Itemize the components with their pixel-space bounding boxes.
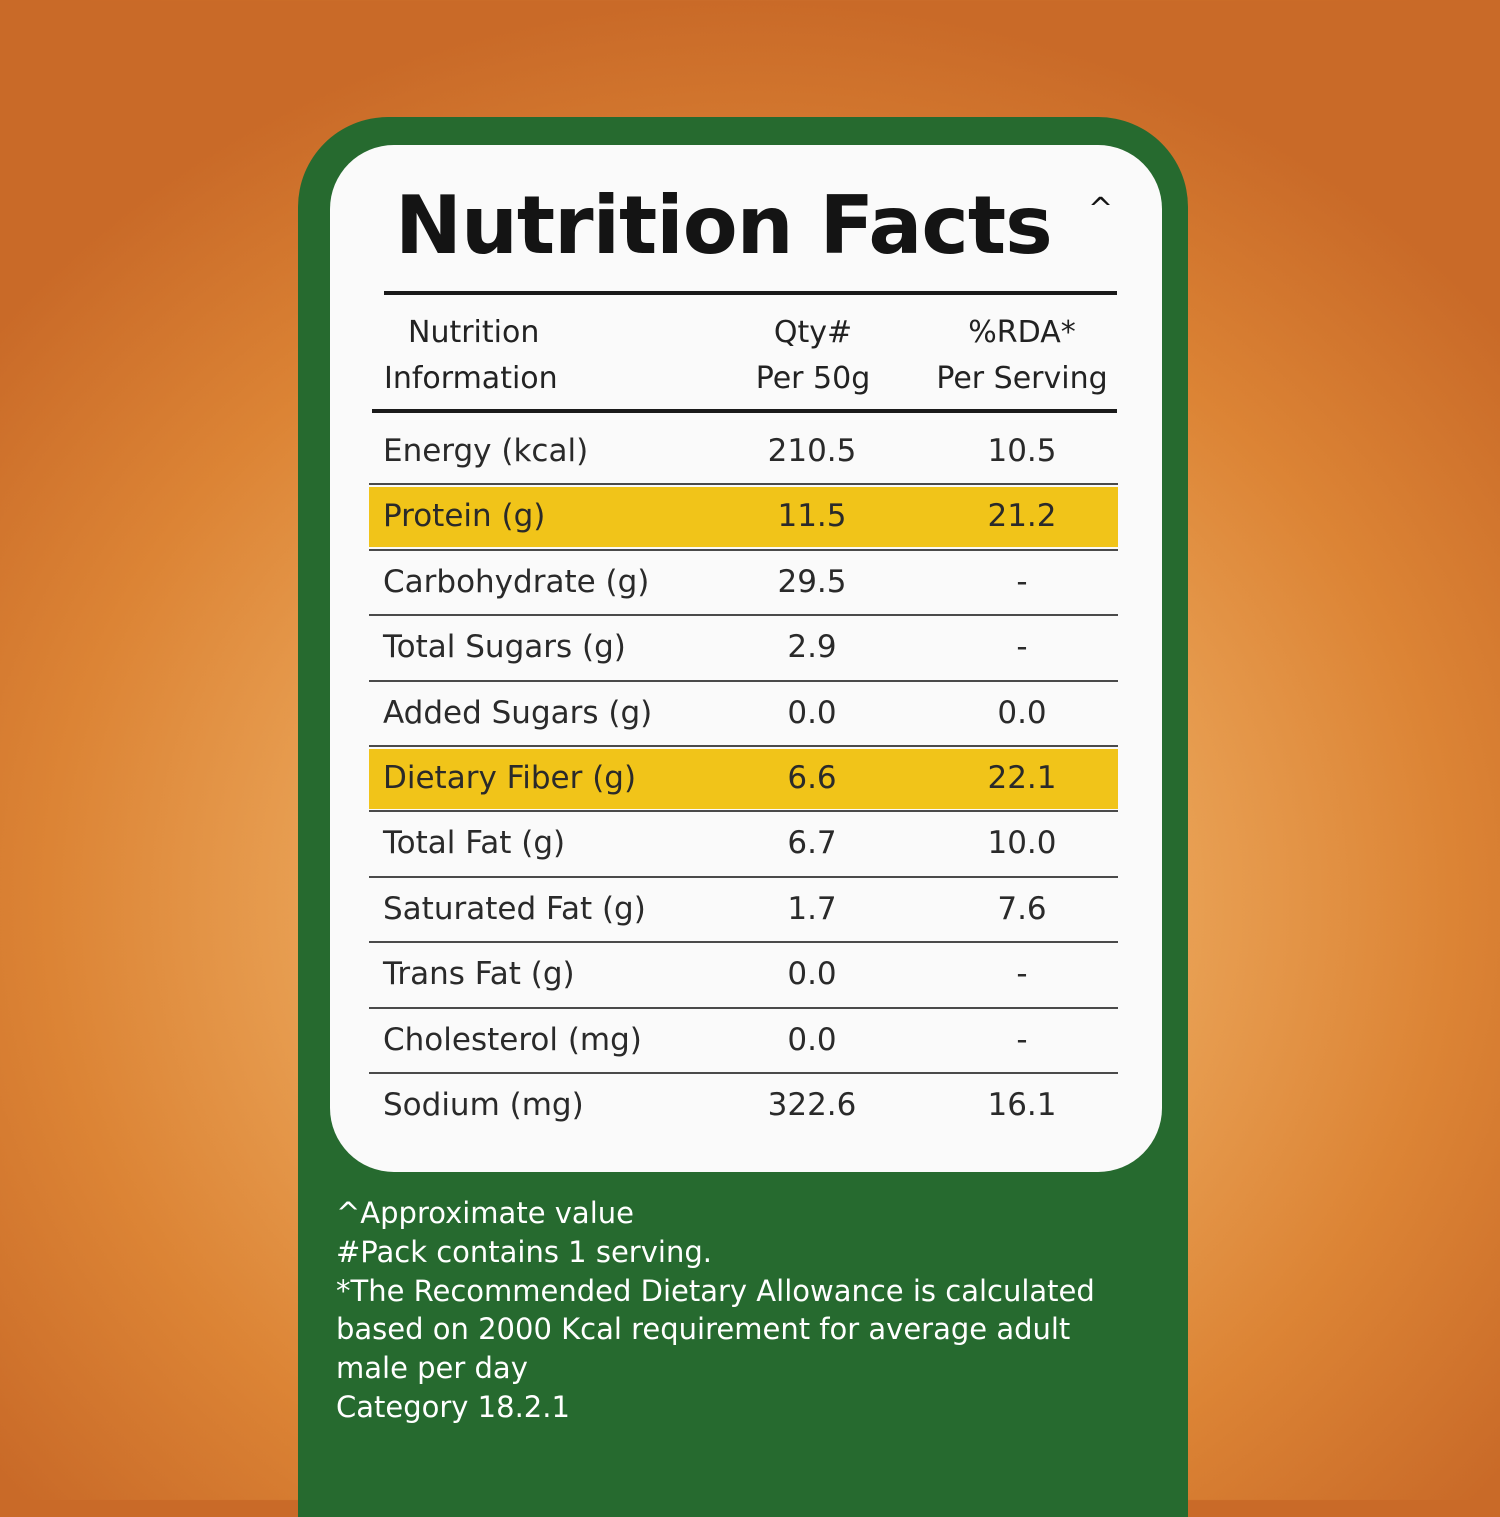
header-nutrition-information: Nutrition Information — [384, 310, 558, 402]
qty-value: 210.5 — [767, 433, 857, 469]
qty-value: 0.0 — [787, 1021, 837, 1058]
header-rda-line1: %RDA* — [968, 315, 1076, 350]
table-row: Protein (g) 11.5 21.2 — [369, 486, 1118, 551]
qty-value: 6.7 — [787, 825, 837, 862]
nutrient-name: Sodium (mg) — [383, 1086, 584, 1123]
rda-value: 0.0 — [997, 694, 1047, 731]
title-approx-mark: ^ — [1088, 192, 1114, 227]
table-row: Carbohydrate (g) 29.5 - — [369, 552, 1118, 617]
qty-value: 322.6 — [767, 1086, 857, 1123]
table-row: Sodium (mg) 322.6 16.1 — [369, 1075, 1118, 1140]
table-row: Added Sugars (g) 0.0 0.0 — [369, 683, 1118, 748]
table-row: Trans Fat (g) 0.0 - — [369, 944, 1118, 1009]
row-divider — [369, 614, 1118, 617]
header-qty-line2: Per 50g — [755, 361, 871, 396]
nutrient-name: Total Sugars (g) — [383, 629, 626, 666]
nutrient-name: Saturated Fat (g) — [383, 890, 646, 927]
nutrition-title: Nutrition Facts — [395, 179, 1053, 272]
row-divider — [369, 1071, 1118, 1074]
qty-value: 1.7 — [787, 890, 837, 927]
table-row: Cholesterol (mg) 0.0 - — [369, 1010, 1118, 1075]
footnote-line: Category 18.2.1 — [336, 1389, 570, 1424]
rda-value: - — [1016, 563, 1028, 600]
header-name-line2: Information — [384, 361, 558, 396]
rda-value: - — [1016, 1021, 1028, 1058]
qty-value: 6.6 — [787, 759, 837, 796]
rda-value: 10.5 — [987, 433, 1057, 469]
qty-value: 0.0 — [787, 956, 837, 993]
row-divider — [369, 1006, 1118, 1009]
footnotes: ^Approximate value #Pack contains 1 serv… — [336, 1194, 1095, 1427]
rda-value: 21.2 — [987, 498, 1057, 535]
footnote-line: male per day — [336, 1351, 528, 1386]
nutrition-card — [330, 145, 1162, 1172]
rda-value: - — [1016, 629, 1028, 666]
row-divider — [369, 941, 1118, 944]
nutrient-name: Protein (g) — [383, 498, 546, 535]
qty-value: 11.5 — [777, 498, 847, 535]
qty-value: 2.9 — [787, 629, 837, 666]
header-rda-line2: Per Serving — [936, 361, 1108, 396]
footnote-line: #Pack contains 1 serving. — [336, 1234, 712, 1269]
nutrient-name: Dietary Fiber (g) — [383, 759, 637, 796]
nutrient-name: Cholesterol (mg) — [383, 1021, 642, 1058]
rda-value: 16.1 — [987, 1086, 1057, 1123]
footnote-line: ^Approximate value — [336, 1196, 634, 1230]
rda-value: - — [1016, 956, 1028, 993]
nutrient-name: Carbohydrate (g) — [383, 563, 650, 600]
nutrient-name: Energy (kcal) — [383, 433, 589, 469]
nutrition-table: Energy (kcal) 210.5 10.5 Protein (g) 11.5 21.… — [369, 421, 1118, 1140]
nutrient-name: Trans Fat (g) — [383, 956, 575, 993]
table-row: Dietary Fiber (g) 6.6 22.1 — [369, 748, 1118, 813]
row-divider — [369, 810, 1118, 813]
header-rda: %RDA* Per Serving — [922, 310, 1122, 402]
header-divider — [372, 409, 1117, 413]
row-divider — [369, 875, 1118, 878]
row-divider — [369, 548, 1118, 551]
table-row: Energy (kcal) 210.5 10.5 — [369, 421, 1118, 486]
footnote-line: based on 2000 Kcal requirement for avera… — [336, 1312, 1071, 1347]
rda-value: 7.6 — [997, 890, 1047, 927]
header-name-line1: Nutrition — [408, 315, 540, 350]
qty-value: 29.5 — [777, 563, 847, 600]
nutrient-name: Added Sugars (g) — [383, 694, 653, 731]
title-divider — [384, 291, 1117, 295]
table-row: Total Fat (g) 6.7 10.0 — [369, 813, 1118, 878]
table-row: Saturated Fat (g) 1.7 7.6 — [369, 879, 1118, 944]
footnote-line: *The Recommended Dietary Allowance is ca… — [336, 1273, 1095, 1308]
table-row: Total Sugars (g) 2.9 - — [369, 617, 1118, 682]
qty-value: 0.0 — [787, 694, 837, 731]
row-divider — [369, 679, 1118, 682]
header-qty: Qty# Per 50g — [730, 310, 896, 402]
header-qty-line1: Qty# — [773, 315, 853, 350]
nutrient-name: Total Fat (g) — [383, 825, 566, 862]
rda-value: 10.0 — [987, 825, 1057, 862]
row-divider — [369, 744, 1118, 747]
rda-value: 22.1 — [987, 759, 1057, 796]
row-divider — [369, 483, 1118, 486]
